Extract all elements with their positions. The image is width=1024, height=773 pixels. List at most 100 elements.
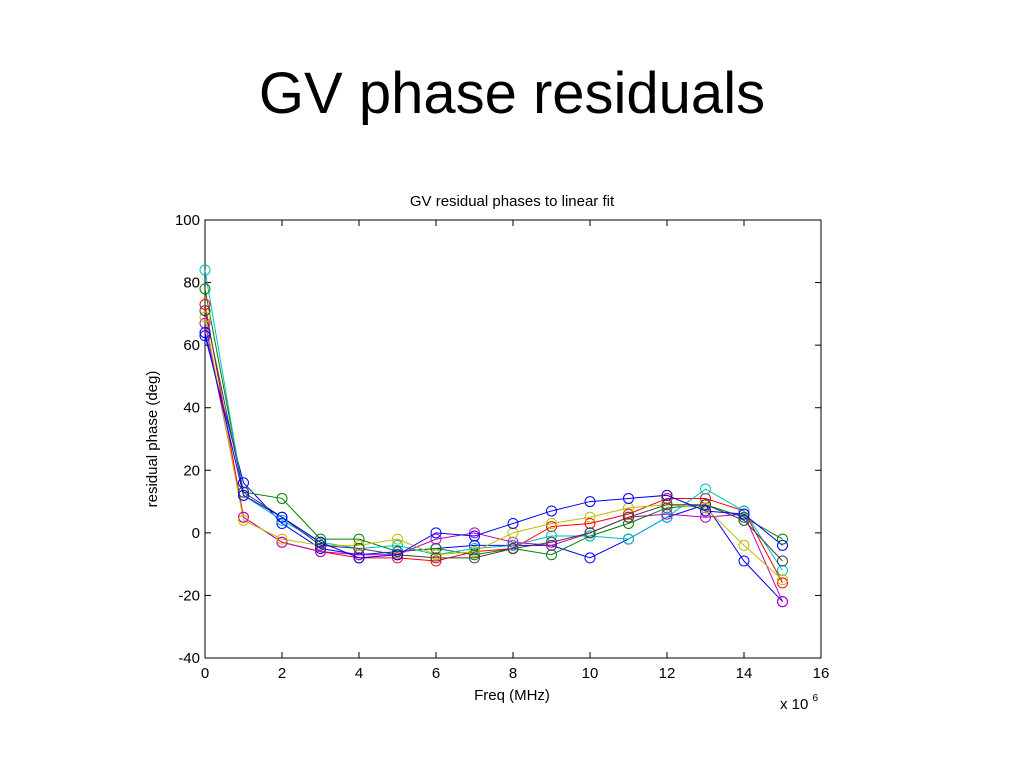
series-5-point [661, 508, 673, 520]
series-1-line [204, 335, 783, 603]
series-3-point [392, 552, 403, 564]
series-markers [199, 264, 788, 608]
series-1-point [469, 539, 480, 551]
x-tick-label: 12 [659, 665, 676, 682]
series-7-point [661, 499, 673, 511]
series-6-point [584, 511, 596, 523]
series-2-point [661, 502, 673, 514]
series-7-point [777, 555, 788, 567]
series-7-point [507, 543, 519, 554]
series-7-point [584, 527, 596, 539]
series-5-line [204, 323, 783, 602]
x-axis-label: Freq (MHz) [474, 687, 550, 704]
x-tick-label: 6 [432, 665, 440, 682]
series-1-point [315, 543, 326, 554]
series-4-point [584, 530, 596, 542]
series-5-point [546, 539, 557, 551]
series-4-line [204, 269, 783, 571]
series-5-point [430, 533, 442, 545]
series-8-point [199, 327, 211, 339]
x-tick-label: 0 [201, 665, 209, 682]
series-2-point [392, 546, 403, 558]
series-4-point [661, 511, 673, 523]
series-8-point [738, 508, 750, 520]
series-3-point [430, 555, 442, 567]
series-2-point [430, 543, 442, 554]
series-4-point [623, 533, 634, 545]
series-1-point [199, 330, 211, 342]
series-8-point [430, 527, 442, 539]
slide-title: GV phase residuals [258, 61, 766, 126]
y-tick-label: 80 [183, 275, 200, 292]
series-6-point [199, 311, 211, 323]
series-8-point [700, 505, 711, 517]
y-axis-label: residual phase (deg) [144, 371, 161, 508]
series-2-point [777, 533, 788, 545]
series-7-point [238, 486, 249, 498]
series-6-point [738, 539, 750, 551]
series-6-point [276, 533, 288, 545]
series-2-point [738, 511, 750, 523]
series-2-line [204, 288, 783, 556]
y-tick-label: 0 [192, 525, 200, 542]
series-1-point [276, 517, 288, 529]
series-8-point [777, 539, 788, 551]
series-8-point [661, 489, 673, 501]
series-8-point [392, 549, 403, 561]
series-8-point [584, 496, 596, 508]
x-tick-label: 10 [582, 665, 599, 682]
x-exponent-power: 6 [813, 693, 819, 704]
series-5-point [199, 317, 211, 329]
y-tick-label: 40 [183, 400, 200, 417]
series-5-point [507, 536, 519, 548]
y-tick-label: 100 [175, 212, 200, 229]
series-7-point [430, 552, 442, 564]
series-8-point [546, 505, 557, 517]
series-2-point [276, 492, 288, 504]
series-7-point [738, 514, 750, 526]
y-tick-label: -40 [178, 650, 200, 667]
x-tick-label: 2 [278, 665, 286, 682]
series-2-point [315, 533, 326, 545]
plot-frame [204, 219, 822, 659]
series-1-point [738, 555, 750, 567]
series-4-point [546, 530, 557, 542]
series-3-point [661, 492, 673, 504]
x-tick-label: 8 [509, 665, 517, 682]
series-3-point [584, 517, 596, 529]
series-4-point [507, 539, 519, 551]
series-6-point [777, 574, 788, 586]
series-8-point [315, 536, 326, 548]
y-tick-label: -20 [178, 587, 200, 604]
series-1-point [238, 477, 249, 489]
series-8-point [276, 511, 288, 523]
x-tick-label: 16 [813, 665, 830, 682]
series-4-point [392, 539, 403, 551]
series-5-point [700, 511, 711, 523]
series-6-point [392, 533, 403, 545]
series-7-point [546, 536, 557, 548]
series-6-point [700, 502, 711, 514]
series-3-point [199, 298, 211, 310]
series-5-point [276, 536, 288, 548]
x-tick-label: 14 [736, 665, 753, 682]
series-8-point [623, 492, 634, 504]
series-6-point [546, 517, 557, 529]
series-6-point [353, 539, 365, 551]
series-3-point [700, 492, 711, 504]
series-2-point [546, 549, 557, 561]
series-4-point [738, 505, 750, 517]
x-tick-label: 4 [355, 665, 363, 682]
series-3-point [623, 508, 634, 520]
series-5-point [315, 546, 326, 558]
series-5-point [353, 549, 365, 561]
series-5-point [777, 596, 788, 608]
series-7-point [199, 305, 211, 317]
series-6-point [430, 549, 442, 561]
series-7-point [315, 539, 326, 551]
series-4-point [199, 264, 211, 276]
series-7-point [353, 543, 365, 554]
series-8-point [353, 552, 365, 564]
